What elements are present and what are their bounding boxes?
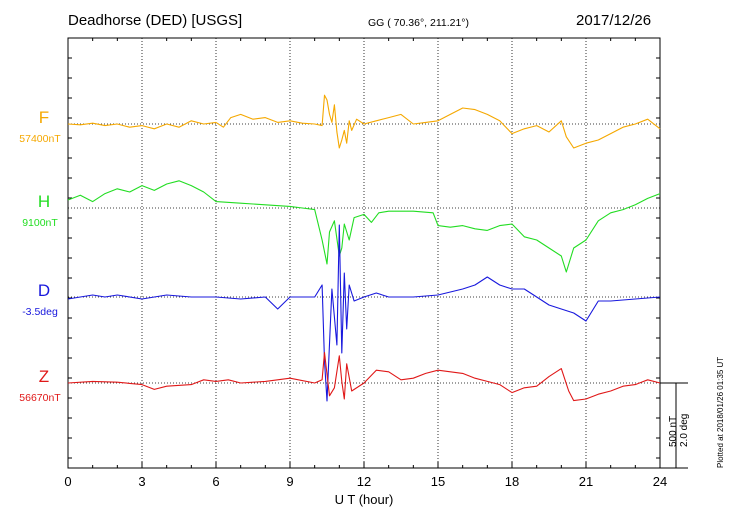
date-label: 2017/12/26 bbox=[576, 12, 652, 29]
series-baseline-D: -3.5deg bbox=[22, 306, 58, 318]
x-tick-label: 3 bbox=[138, 474, 145, 489]
x-tick-label: 18 bbox=[505, 474, 519, 489]
x-tick-label: 6 bbox=[212, 474, 219, 489]
coordinates-label: GG ( 70.36°, 211.21°) bbox=[368, 17, 470, 29]
series-name-D: D bbox=[38, 281, 50, 300]
plot-frame bbox=[67, 37, 661, 469]
series-baseline-F: 57400nT bbox=[19, 133, 61, 145]
x-tick-label: 15 bbox=[431, 474, 445, 489]
series-name-Z: Z bbox=[39, 367, 49, 386]
series-baseline-Z: 56670nT bbox=[19, 392, 61, 404]
scale-nt-label: 500 nT bbox=[668, 415, 679, 447]
plotted-timestamp: Plotted at 2018/01/26 01:35 UT bbox=[716, 356, 725, 468]
scale-deg-label: 2.0 deg bbox=[679, 413, 690, 447]
x-tick-label: 12 bbox=[357, 474, 371, 489]
x-tick-label: 21 bbox=[579, 474, 593, 489]
x-tick-label: 9 bbox=[286, 474, 293, 489]
x-tick-label: 24 bbox=[653, 474, 667, 489]
station-title: Deadhorse (DED) [USGS] bbox=[68, 12, 243, 29]
series-baseline-H: 9100nT bbox=[22, 217, 58, 229]
series-line-H bbox=[67, 180, 661, 273]
series-line-Z bbox=[67, 352, 661, 402]
series-name-H: H bbox=[38, 192, 50, 211]
series-name-F: F bbox=[39, 108, 49, 127]
scale-annotation: 500 nT 2.0 deg bbox=[668, 414, 690, 447]
series-line-F bbox=[67, 94, 661, 149]
x-axis-label: U T (hour) bbox=[335, 492, 394, 507]
x-tick-label: 0 bbox=[64, 474, 71, 489]
series-line-D bbox=[67, 224, 661, 402]
